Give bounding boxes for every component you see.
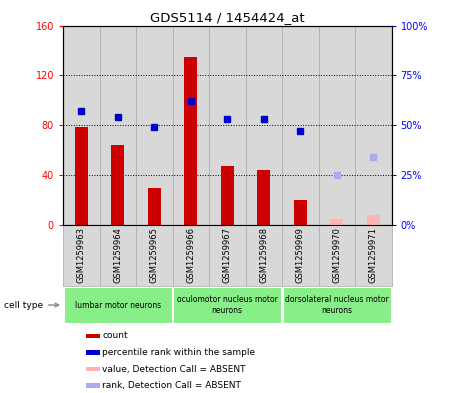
Bar	[355, 26, 392, 225]
Bar	[63, 26, 99, 225]
Bar	[330, 219, 343, 225]
Text: GSM1259970: GSM1259970	[332, 227, 341, 283]
Bar	[136, 225, 172, 285]
Text: dorsolateral nucleus motor
neurons: dorsolateral nucleus motor neurons	[285, 295, 389, 315]
Bar	[111, 145, 124, 225]
Text: GSM1259966: GSM1259966	[186, 227, 195, 283]
Bar	[86, 367, 100, 371]
Text: value, Detection Call = ABSENT: value, Detection Call = ABSENT	[102, 365, 246, 374]
Bar	[319, 26, 355, 225]
Bar	[319, 225, 355, 285]
Bar	[246, 225, 282, 285]
Bar	[283, 287, 391, 323]
Text: GSM1259967: GSM1259967	[223, 227, 232, 283]
Text: GSM1259971: GSM1259971	[369, 227, 378, 283]
Title: GDS5114 / 1454424_at: GDS5114 / 1454424_at	[150, 11, 305, 24]
Bar	[209, 225, 246, 285]
Bar	[99, 26, 136, 225]
Text: GSM1259964: GSM1259964	[113, 227, 122, 283]
Text: lumbar motor neurons: lumbar motor neurons	[75, 301, 161, 310]
Bar	[148, 187, 161, 225]
Bar	[86, 334, 100, 338]
Bar	[136, 26, 172, 225]
Text: oculomotor nucleus motor
neurons: oculomotor nucleus motor neurons	[177, 295, 278, 315]
Bar	[221, 167, 234, 225]
Bar	[257, 170, 270, 225]
Text: percentile rank within the sample: percentile rank within the sample	[102, 348, 255, 357]
Text: count: count	[102, 331, 128, 340]
Bar	[184, 57, 197, 225]
Bar	[86, 384, 100, 388]
Text: GSM1259963: GSM1259963	[77, 227, 86, 283]
Bar	[294, 200, 306, 225]
Text: cell type: cell type	[4, 301, 58, 310]
Text: GSM1259968: GSM1259968	[259, 227, 268, 283]
Bar	[367, 215, 380, 225]
Bar	[282, 225, 319, 285]
Bar	[355, 225, 392, 285]
Bar	[282, 26, 319, 225]
Bar	[172, 26, 209, 225]
Bar	[173, 287, 281, 323]
Text: GSM1259965: GSM1259965	[150, 227, 159, 283]
Bar	[246, 26, 282, 225]
Bar	[75, 127, 88, 225]
Bar	[209, 26, 246, 225]
Bar	[99, 225, 136, 285]
Bar	[63, 225, 99, 285]
Bar	[172, 225, 209, 285]
Text: rank, Detection Call = ABSENT: rank, Detection Call = ABSENT	[102, 381, 241, 390]
Bar	[86, 350, 100, 355]
Text: GSM1259969: GSM1259969	[296, 227, 305, 283]
Bar	[64, 287, 172, 323]
